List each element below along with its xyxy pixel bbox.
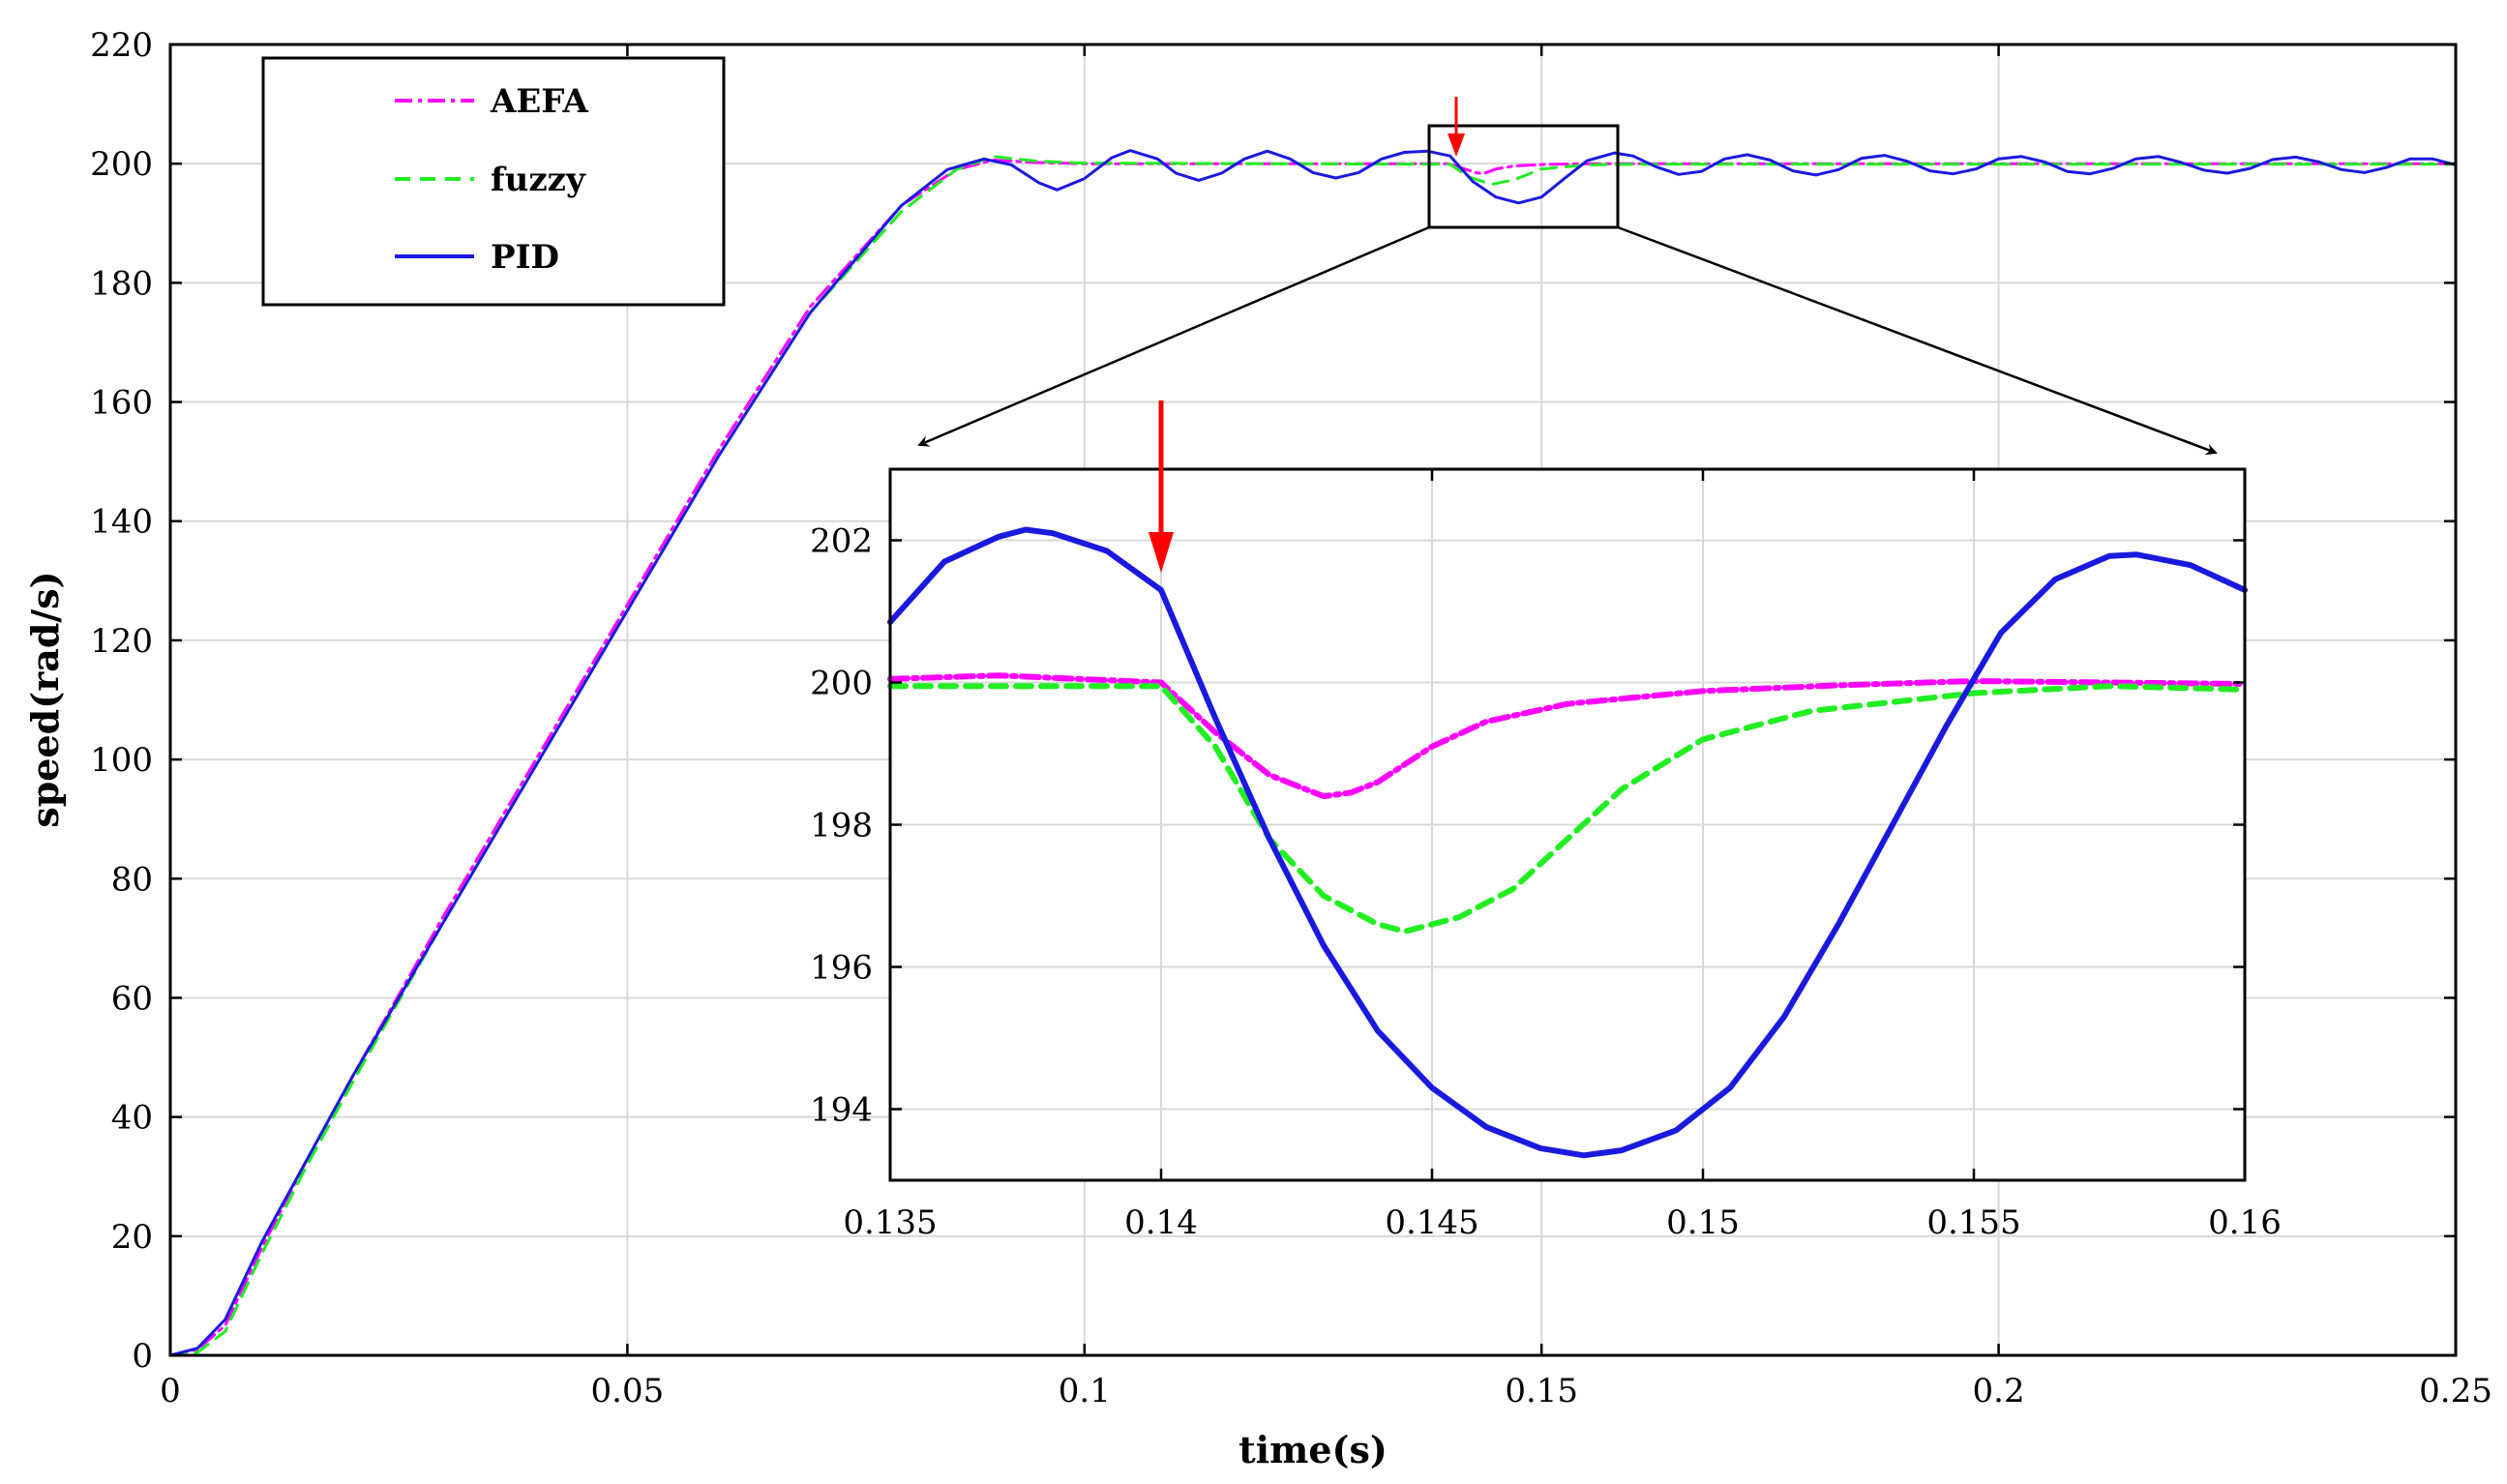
y-tick-label: 0 xyxy=(132,1337,153,1376)
legend-box xyxy=(261,56,726,307)
series-line-fuzzy xyxy=(887,683,2248,935)
legend-label-pid: PID xyxy=(491,238,559,277)
y-tick-label: 80 xyxy=(111,860,153,899)
main-tick-marks xyxy=(168,43,2458,1357)
x-tick-label: 0.14 xyxy=(1124,1203,1198,1242)
inset-tick-marks xyxy=(888,469,2247,1180)
x-tick-label: 0.25 xyxy=(2419,1372,2492,1410)
x-tick-label: 0.15 xyxy=(1505,1372,1578,1410)
y-tick-label: 194 xyxy=(810,1091,873,1130)
series-line-fuzzy xyxy=(168,155,2458,1357)
zoom-region-box xyxy=(1427,124,1620,229)
y-tick-label: 100 xyxy=(90,741,153,780)
y-tick-label: 40 xyxy=(111,1099,153,1138)
main-series-lines xyxy=(168,149,2458,1357)
inset-series-lines xyxy=(887,526,2248,1159)
x-tick-label: 0.05 xyxy=(591,1372,665,1410)
x-tick-label: 0.135 xyxy=(843,1203,937,1242)
legend-label-aefa: AEFA xyxy=(490,82,588,121)
y-tick-label: 180 xyxy=(90,264,153,303)
y-tick-label: 220 xyxy=(90,26,153,65)
y-tick-label: 140 xyxy=(90,503,153,542)
series-line-pid xyxy=(887,526,2248,1159)
legend: AEFA fuzzy PID xyxy=(261,56,726,307)
x-tick-label: 0.2 xyxy=(1973,1372,2025,1410)
main-tick-labels: 0 0.05 0.1 0.15 0.2 0.25 0 20 40 60 80 100 120 140 160… xyxy=(90,26,2492,1410)
y-tick-label: 200 xyxy=(90,145,153,184)
x-tick-label: 0 xyxy=(160,1372,181,1410)
y-tick-label: 120 xyxy=(90,622,153,661)
zoom-callout-arrow-right xyxy=(1617,225,2218,456)
inset-zoom-plot: 0.135 0.14 0.145 0.15 0.155 0.16 194 196 198 200 2… xyxy=(810,467,2282,1243)
y-tick-label: 160 xyxy=(90,384,153,423)
legend-label-fuzzy: fuzzy xyxy=(491,161,586,199)
disturbance-arrow-inset xyxy=(1149,401,1174,573)
y-tick-label: 202 xyxy=(810,522,873,561)
x-tick-label: 0.145 xyxy=(1385,1203,1478,1242)
series-line-aefa xyxy=(887,672,2248,800)
zoom-callout-arrow-left xyxy=(917,225,1430,447)
series-line-pid xyxy=(168,149,2458,1357)
x-tick-label: 0.155 xyxy=(1926,1203,2020,1242)
y-tick-label: 60 xyxy=(111,979,153,1018)
y-axis-label: speed(rad/s) xyxy=(23,571,67,827)
x-tick-label: 0.1 xyxy=(1059,1372,1111,1410)
y-tick-label: 200 xyxy=(810,665,873,703)
x-axis-label: time(s) xyxy=(1239,1428,1388,1471)
x-tick-label: 0.15 xyxy=(1666,1203,1740,1242)
y-tick-label: 20 xyxy=(111,1218,153,1257)
inset-tick-labels: 0.135 0.14 0.145 0.15 0.155 0.16 194 196 198 200 2… xyxy=(810,522,2282,1243)
disturbance-arrow-main xyxy=(1447,97,1465,157)
main-plot-frame xyxy=(168,43,2458,1357)
y-tick-label: 198 xyxy=(810,807,873,846)
y-tick-label: 196 xyxy=(810,949,873,988)
x-tick-label: 0.16 xyxy=(2208,1203,2282,1242)
